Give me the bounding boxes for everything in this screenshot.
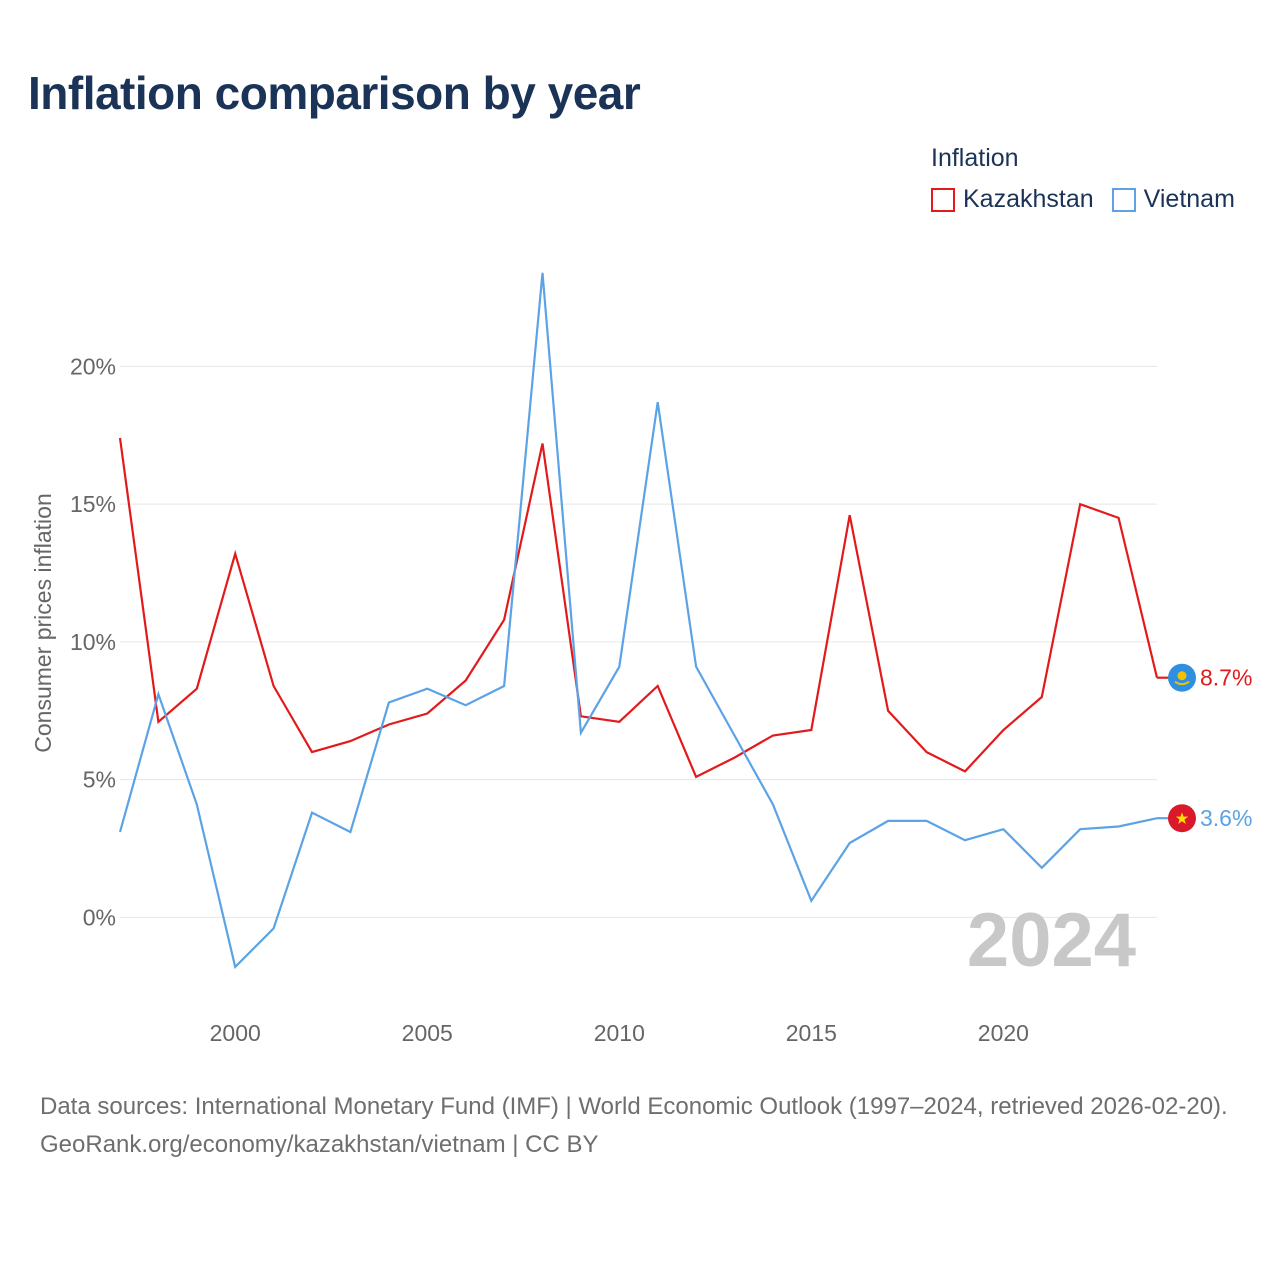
series-lines — [118, 272, 1159, 970]
x-tick-label: 2000 — [210, 1020, 261, 1046]
year-watermark: 2024 — [967, 898, 1136, 983]
y-tick-label: 10% — [70, 629, 116, 655]
legend-item-vietnam[interactable]: Vietnam — [1111, 185, 1235, 214]
legend-label-vietnam: Vietnam — [1143, 185, 1235, 213]
data-sources: Data sources: International Monetary Fun… — [40, 1093, 1228, 1120]
end-markers: 8.7% 3.6% — [1157, 663, 1252, 833]
legend-title: Inflation — [931, 144, 1019, 172]
x-tick-label: 2015 — [786, 1020, 837, 1046]
end-label-kazakhstan: 8.7% — [1200, 665, 1252, 691]
x-tick-label: 2020 — [978, 1020, 1029, 1046]
credit-link[interactable]: GeoRank.org/economy/kazakhstan/vietnam |… — [40, 1131, 599, 1158]
y-axis-title: Consumer prices inflation — [30, 493, 56, 753]
y-tick-label: 15% — [70, 491, 116, 517]
series-line-vietnam — [118, 272, 1158, 970]
series-line-kazakhstan — [118, 437, 1159, 779]
gridlines — [120, 365, 1157, 918]
y-tick-label: 5% — [83, 767, 116, 793]
flag-icon-kazakhstan — [1168, 663, 1196, 692]
footer: Data sources: International Monetary Fun… — [40, 1088, 1245, 1164]
page-title: Inflation comparison by year — [28, 67, 641, 119]
y-tick-label: 20% — [70, 353, 116, 379]
legend-swatch-kazakhstan — [931, 187, 955, 212]
legend: Inflation Kazakhstan Vietnam — [931, 144, 1235, 214]
x-tick-label: 2010 — [594, 1020, 645, 1046]
inflation-line-chart: 0% 5% 10% 15% 20% 2000 2005 2010 2015 2020 Consum… — [30, 272, 1252, 1046]
legend-swatch-vietnam — [1111, 187, 1136, 212]
y-tick-label: 0% — [83, 904, 116, 930]
axis-ticks: 0% 5% 10% 15% 20% 2000 2005 2010 2015 2020 — [70, 353, 1029, 1046]
flag-icon-vietnam — [1168, 804, 1196, 833]
legend-label-kazakhstan: Kazakhstan — [963, 185, 1094, 213]
legend-item-kazakhstan[interactable]: Kazakhstan — [931, 185, 1094, 214]
x-tick-label: 2005 — [402, 1020, 453, 1046]
end-label-vietnam: 3.6% — [1200, 805, 1252, 831]
